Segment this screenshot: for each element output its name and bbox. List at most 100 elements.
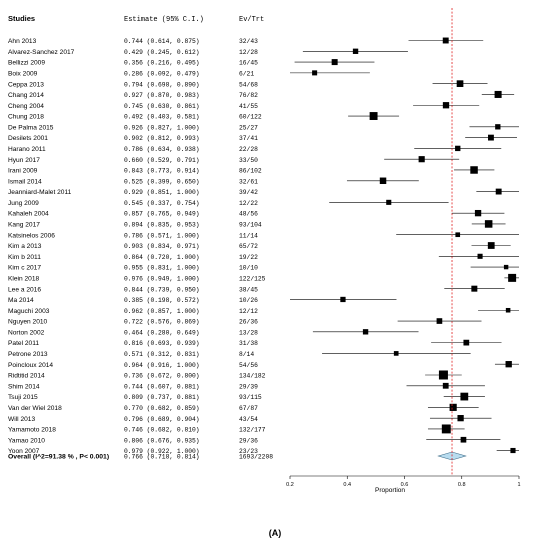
- study-estimate-ci: 0.660 (0.529, 0.791): [124, 157, 200, 164]
- study-events: 39/42: [239, 189, 258, 196]
- study-name: Boix 2009: [8, 70, 38, 77]
- study-estimate-ci: 0.806 (0.676, 0.935): [124, 437, 200, 444]
- x-tick-label: 0.2: [286, 482, 294, 488]
- study-row: Van der Wiel 2018 0.770 (0.682, 0.859) 67/…: [8, 403, 479, 412]
- study-events: 65/72: [239, 243, 258, 250]
- study-row: Kim a 2013 0.903 (0.834, 0.971) 65/72: [8, 242, 511, 250]
- study-events: 41/55: [239, 103, 258, 110]
- study-marker: [369, 112, 378, 120]
- overall-events: 1693/2208: [239, 454, 273, 461]
- study-estimate-ci: 0.736 (0.672, 0.800): [124, 373, 200, 380]
- study-estimate-ci: 0.962 (0.857, 1.000): [124, 308, 200, 315]
- study-name: Jeanniard-Malet 2011: [8, 189, 72, 196]
- study-marker: [505, 361, 512, 368]
- study-row: Chang 2014 0.927 (0.870, 0.983) 76/82: [8, 90, 515, 99]
- study-estimate-ci: 0.385 (0.198, 0.572): [124, 297, 200, 304]
- study-events: 12/22: [239, 200, 258, 207]
- study-events: 12/28: [239, 49, 258, 56]
- study-events: 60/122: [239, 114, 262, 121]
- study-marker: [418, 156, 425, 163]
- study-row: Ma 2014 0.385 (0.198, 0.572) 10/26: [8, 296, 397, 304]
- study-row: Bellizzi 2009 0.356 (0.216, 0.495) 16/45: [8, 59, 375, 67]
- study-marker: [470, 166, 478, 174]
- study-name: Patel 2011: [8, 340, 39, 347]
- study-row: Yoon 2007 0.979 (0.922, 1.000) 23/23: [8, 447, 519, 455]
- study-name: Kang 2017: [8, 222, 40, 229]
- study-marker: [508, 273, 517, 282]
- study-name: Yoon 2007: [8, 448, 40, 455]
- study-name: Jung 2009: [8, 200, 39, 207]
- study-estimate-ci: 0.786 (0.571, 1.000): [124, 232, 200, 239]
- study-marker: [442, 37, 449, 44]
- study-estimate-ci: 0.492 (0.403, 0.581): [124, 114, 200, 121]
- study-estimate-ci: 0.903 (0.834, 0.971): [124, 243, 200, 250]
- study-events: 12/12: [239, 308, 258, 315]
- study-name: Ma 2014: [8, 297, 34, 304]
- study-events: 31/38: [239, 340, 258, 347]
- study-row: Desilets 2001 0.902 (0.812, 0.993) 37/41: [8, 134, 517, 142]
- study-events: 10/10: [239, 265, 258, 272]
- study-name: Will 2013: [8, 416, 35, 423]
- study-events: 54/68: [239, 81, 258, 88]
- study-marker: [488, 134, 494, 141]
- x-tick-label: 1: [517, 482, 520, 488]
- study-events: 122/125: [239, 275, 266, 282]
- study-marker: [463, 339, 470, 346]
- study-row: Kahaleh 2004 0.857 (0.765, 0.949) 48/56: [8, 209, 505, 218]
- study-events: 134/182: [239, 373, 266, 380]
- overall-estimate-ci: 0.766 (0.718, 0.814): [124, 454, 200, 461]
- study-marker: [494, 90, 502, 98]
- study-marker: [455, 145, 461, 152]
- study-marker: [449, 403, 457, 411]
- study-row: Petrone 2013 0.571 (0.312, 0.831) 8/14: [8, 351, 471, 358]
- events-column-header: Ev/Trt: [239, 16, 264, 24]
- study-marker: [495, 124, 501, 130]
- study-events: 10/26: [239, 297, 258, 304]
- study-row: Tsuji 2015 0.809 (0.737, 0.881) 93/115: [8, 392, 485, 401]
- study-marker: [474, 209, 482, 217]
- study-row: Katsinelos 2006 0.786 (0.571, 1.000) 11/14: [8, 232, 519, 239]
- study-events: 54/56: [239, 362, 258, 369]
- study-marker: [503, 264, 509, 270]
- study-estimate-ci: 0.857 (0.765, 0.949): [124, 211, 200, 218]
- study-estimate-ci: 0.429 (0.245, 0.612): [124, 49, 200, 56]
- study-name: Ridtitid 2014: [8, 373, 45, 380]
- study-name: Ismail 2014: [8, 178, 42, 185]
- study-name: Lee a 2016: [8, 286, 41, 293]
- study-marker: [379, 177, 387, 185]
- study-estimate-ci: 0.864 (0.720, 1.000): [124, 254, 200, 261]
- study-estimate-ci: 0.464 (0.280, 0.649): [124, 329, 200, 336]
- study-row: Harano 2011 0.786 (0.634, 0.938) 22/28: [8, 145, 502, 153]
- study-estimate-ci: 0.844 (0.739, 0.950): [124, 286, 200, 293]
- study-events: 93/115: [239, 394, 262, 401]
- overall-label: Overall (I^2=91.38 % , P< 0.001): [8, 453, 109, 461]
- study-events: 8/14: [239, 351, 254, 358]
- study-row: Alvarez-Sanchez 2017 0.429 (0.245, 0.612)…: [8, 48, 408, 56]
- study-marker: [484, 220, 493, 228]
- study-name: Yamamoto 2018: [8, 427, 56, 434]
- study-row: Boix 2009 0.286 (0.092, 0.479) 6/21: [8, 70, 370, 77]
- study-marker: [510, 447, 516, 454]
- study-row: Nguyen 2010 0.722 (0.576, 0.869) 26/36: [8, 318, 482, 326]
- study-marker: [455, 232, 461, 238]
- study-estimate-ci: 0.356 (0.216, 0.495): [124, 60, 200, 67]
- study-name: Ahn 2013: [8, 38, 37, 45]
- study-name: Irani 2009: [8, 168, 38, 175]
- study-marker: [471, 285, 478, 292]
- study-name: Ceppa 2013: [8, 81, 44, 88]
- study-name: Klein 2018: [8, 275, 39, 282]
- study-name: Hyun 2017: [8, 157, 40, 164]
- study-estimate-ci: 0.722 (0.576, 0.869): [124, 319, 200, 326]
- study-name: Chung 2018: [8, 114, 44, 121]
- study-row: Cheng 2004 0.745 (0.630, 0.861) 41/55: [8, 102, 480, 110]
- study-name: Poincloux 2014: [8, 362, 53, 369]
- study-events: 32/61: [239, 178, 258, 185]
- study-estimate-ci: 0.894 (0.835, 0.953): [124, 222, 200, 229]
- study-estimate-ci: 0.843 (0.773, 0.914): [124, 168, 200, 175]
- study-row: Kang 2017 0.894 (0.835, 0.953) 93/104: [8, 220, 506, 229]
- study-row: Kim b 2011 0.864 (0.720, 1.000) 19/22: [8, 253, 519, 261]
- study-row: Ridtitid 2014 0.736 (0.672, 0.800) 134/182: [8, 370, 462, 380]
- study-events: 67/87: [239, 405, 258, 412]
- study-row: Klein 2018 0.976 (0.949, 1.000) 122/125: [8, 273, 519, 282]
- study-events: 43/54: [239, 416, 258, 423]
